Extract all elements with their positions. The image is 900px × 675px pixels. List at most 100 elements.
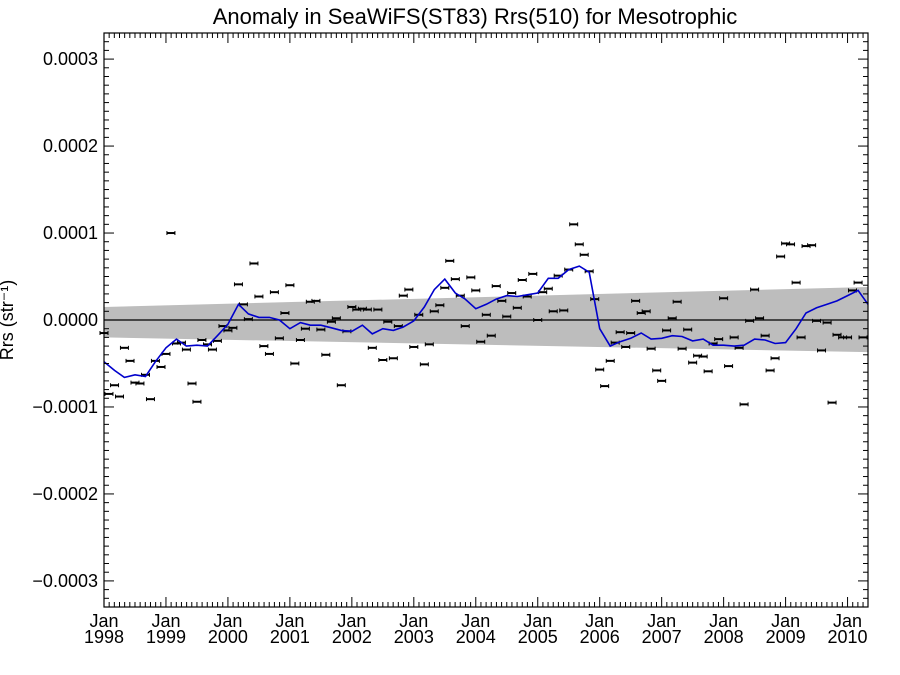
anomaly-point — [579, 252, 589, 257]
anomaly-point — [714, 337, 724, 342]
x-tick-month-label: Jan — [275, 611, 304, 631]
anomaly-point — [331, 316, 341, 321]
anomaly-point — [548, 309, 558, 314]
anomaly-point — [827, 400, 837, 405]
anomaly-point — [429, 309, 439, 314]
anomaly-point — [269, 290, 279, 295]
x-tick-month-label: Jan — [709, 611, 738, 631]
y-tick-label: 0.0002 — [43, 136, 98, 156]
x-tick-month-label: Jan — [399, 611, 428, 631]
anomaly-point — [729, 335, 739, 340]
x-tick-year-label: 2010 — [828, 627, 868, 647]
x-tick-month-label: Jan — [89, 611, 118, 631]
anomaly-point — [274, 336, 284, 341]
axes-layer — [103, 32, 869, 608]
anomaly-point — [207, 347, 217, 352]
anomaly-point — [491, 284, 501, 289]
x-tick-year-label: 1999 — [146, 627, 186, 647]
anomaly-point — [300, 326, 310, 331]
x-tick-month-label: Jan — [523, 611, 552, 631]
anomaly-point — [187, 381, 197, 386]
x-tick-month-label: Jan — [833, 611, 862, 631]
anomaly-point — [259, 344, 269, 349]
anomaly-point — [383, 319, 393, 324]
x-tick-year-label: 2003 — [394, 627, 434, 647]
anomaly-point — [595, 367, 605, 372]
anomaly-point — [605, 358, 615, 363]
y-tick-label: −0.0002 — [32, 484, 98, 504]
anomaly-point — [750, 287, 760, 292]
x-tick-year-label: 2008 — [704, 627, 744, 647]
y-tick-label: 0.0001 — [43, 223, 98, 243]
anomaly-point — [347, 304, 357, 309]
x-tick-year-label: 2009 — [766, 627, 806, 647]
anomaly-point — [517, 277, 527, 282]
anomaly-point — [683, 327, 693, 332]
anomaly-point — [285, 283, 295, 288]
anomaly-point — [445, 258, 455, 263]
anomaly-point — [156, 364, 166, 369]
anomaly-point — [197, 338, 207, 343]
anomaly-point — [233, 282, 243, 287]
anomaly-point — [419, 362, 429, 367]
anomaly-point — [641, 309, 651, 314]
x-tick-month-label: Jan — [461, 611, 490, 631]
anomaly-point — [398, 293, 408, 298]
x-tick-year-label: 2007 — [642, 627, 682, 647]
anomaly-point — [853, 280, 863, 285]
anomaly-point — [765, 368, 775, 373]
anomaly-point — [822, 320, 832, 325]
anomaly-point — [316, 327, 326, 332]
anomaly-point — [719, 296, 729, 301]
anomaly-point — [367, 345, 377, 350]
x-tick-month-label: Jan — [771, 611, 800, 631]
points-layer — [99, 222, 868, 407]
anomaly-point — [502, 314, 512, 319]
anomaly-point — [110, 383, 120, 388]
y-tick-label: 0.0003 — [43, 49, 98, 69]
anomaly-point — [672, 299, 682, 304]
anomaly-point — [125, 358, 135, 363]
anomaly-point — [476, 339, 486, 344]
anomaly-point — [435, 303, 445, 308]
anomaly-point — [667, 316, 677, 321]
anomaly-point — [652, 368, 662, 373]
anomaly-point — [497, 298, 507, 303]
x-tick-month-label: Jan — [337, 611, 366, 631]
anomaly-point — [569, 222, 579, 227]
anomaly-point — [832, 332, 842, 337]
anomaly-point — [786, 242, 796, 247]
x-tick-year-label: 2006 — [580, 627, 620, 647]
anomaly-point — [528, 271, 538, 276]
x-tick-labels: Jan1998Jan1999Jan2000Jan2001Jan2002Jan20… — [84, 611, 868, 647]
anomaly-point — [600, 384, 610, 389]
x-tick-month-label: Jan — [213, 611, 242, 631]
smooth-line-layer — [103, 265, 869, 379]
anomaly-point — [615, 330, 625, 335]
anomaly-point — [677, 346, 687, 351]
anomaly-point — [243, 317, 253, 322]
anomaly-point — [295, 338, 305, 343]
anomaly-point — [460, 324, 470, 329]
anomaly-point — [424, 342, 434, 347]
y-tick-label: 0.0000 — [43, 310, 98, 330]
anomaly-point — [807, 243, 817, 248]
anomaly-point — [843, 335, 853, 340]
x-tick-month-label: Jan — [647, 611, 676, 631]
anomaly-point — [646, 346, 656, 351]
anomaly-point — [373, 307, 383, 312]
anomaly-point — [631, 298, 641, 303]
anomaly-point — [362, 307, 372, 312]
anomaly-point — [326, 319, 336, 324]
anomaly-point — [698, 354, 708, 359]
anomaly-point — [254, 294, 264, 299]
anomaly-point — [776, 254, 786, 259]
anomaly-point — [533, 318, 543, 322]
x-tick-year-label: 2002 — [332, 627, 372, 647]
anomaly-point — [703, 369, 713, 374]
anomaly-point — [321, 352, 331, 357]
anomaly-point — [166, 231, 176, 236]
anomaly-point — [559, 308, 569, 313]
anomaly-point — [507, 291, 517, 296]
anomaly-point — [657, 378, 667, 383]
